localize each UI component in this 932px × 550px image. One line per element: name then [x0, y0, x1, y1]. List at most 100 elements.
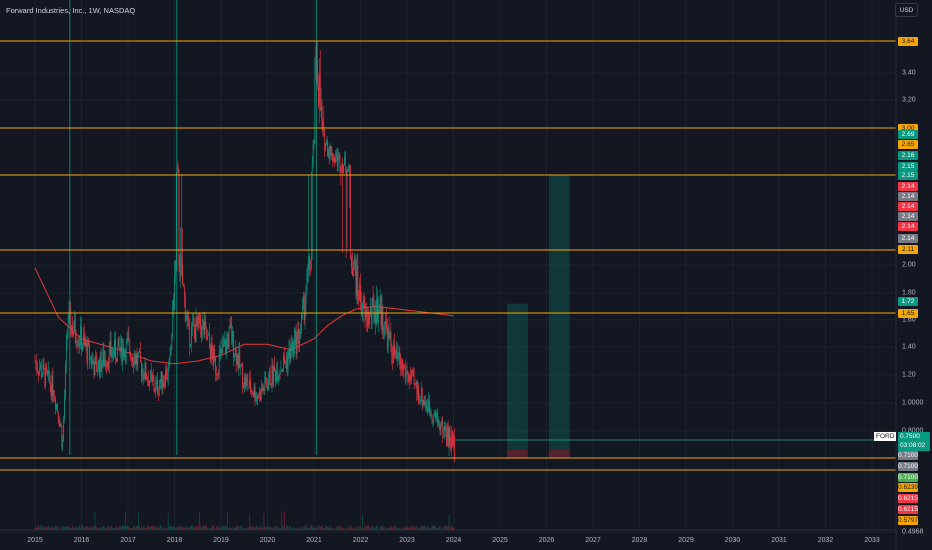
- volume-bar: [435, 526, 436, 530]
- volume-bar: [394, 525, 395, 530]
- candle-body: [159, 382, 161, 386]
- volume-bar: [392, 528, 394, 530]
- candle-body: [277, 377, 279, 382]
- volume-bar: [203, 525, 205, 530]
- volume-bar: [444, 525, 445, 530]
- time-tick: 2029: [678, 537, 694, 544]
- candle-body: [66, 330, 68, 341]
- volume-bar: [40, 528, 42, 530]
- volume-bar: [44, 526, 46, 530]
- candle-body: [186, 316, 188, 320]
- candle-body: [309, 256, 310, 271]
- volume-bar: [51, 526, 53, 530]
- candle-body: [56, 404, 57, 409]
- volume-bar: [73, 528, 75, 530]
- candle-body: [319, 75, 320, 106]
- volume-bar: [53, 526, 55, 530]
- price-tick: 1.40: [902, 343, 916, 351]
- volume-bar: [382, 526, 384, 530]
- volume-bar: [288, 528, 290, 530]
- candle-body: [346, 171, 348, 175]
- candle-body: [220, 348, 222, 352]
- volume-bar: [405, 527, 407, 530]
- volume-bar: [339, 528, 341, 530]
- volume-bar: [157, 526, 158, 530]
- volume-bar: [40, 525, 41, 530]
- candle-body: [198, 315, 199, 324]
- candle-body: [434, 413, 436, 414]
- volume-bar: [248, 527, 250, 530]
- candle-body: [403, 367, 404, 371]
- volume-bar: [415, 528, 417, 530]
- volume-bar: [268, 526, 269, 530]
- volume-bar: [332, 528, 334, 530]
- candle-body: [180, 256, 182, 277]
- volume-bar: [57, 525, 58, 530]
- volume-bar: [91, 528, 93, 530]
- candle-body: [391, 345, 393, 358]
- candle-body: [386, 321, 387, 329]
- candle-body: [266, 382, 267, 387]
- candle-body: [111, 356, 113, 357]
- target-box: [506, 303, 528, 450]
- candle-body: [298, 328, 300, 345]
- volume-bar: [283, 526, 284, 530]
- volume-bar: [424, 526, 426, 530]
- candle-body: [409, 376, 411, 382]
- volume-bar: [371, 525, 373, 530]
- candle-body: [366, 310, 368, 327]
- volume-bar: [375, 528, 377, 530]
- candle-body: [343, 165, 344, 173]
- candle-body: [314, 79, 316, 141]
- candle-body: [294, 330, 296, 339]
- volume-bar: [335, 527, 336, 530]
- candle-body: [445, 429, 447, 446]
- candle-body: [81, 326, 82, 351]
- volume-bar: [428, 525, 429, 530]
- volume-bar: [434, 525, 436, 530]
- volume-bar: [67, 526, 69, 530]
- candle-body: [83, 335, 85, 340]
- candle-body: [183, 284, 184, 288]
- volume-bar: [268, 526, 270, 530]
- volume-bar: [374, 526, 376, 530]
- candle-body: [147, 379, 149, 381]
- candle-body: [406, 372, 408, 375]
- volume-bar: [65, 526, 67, 530]
- volume-bar: [191, 526, 192, 530]
- volume-bar: [189, 528, 191, 530]
- candle-body: [181, 256, 183, 265]
- currency-button[interactable]: USD: [895, 3, 918, 17]
- volume-bar: [147, 525, 149, 530]
- candle-body: [242, 364, 243, 387]
- volume-bar: [69, 526, 71, 530]
- candle-body: [276, 370, 277, 382]
- candle-body: [150, 371, 152, 376]
- volume-bar: [190, 525, 191, 530]
- candle-body: [371, 298, 373, 319]
- candle-body: [38, 371, 39, 375]
- price-badge: 2.14: [898, 221, 918, 231]
- volume-bar: [241, 525, 242, 530]
- candle-body: [197, 315, 199, 327]
- candle-body: [288, 348, 290, 357]
- volume-bar: [60, 528, 62, 530]
- volume-bar: [308, 527, 309, 530]
- volume-bar: [164, 528, 166, 530]
- candle-body: [114, 339, 115, 356]
- volume-bar: [247, 527, 249, 530]
- volume-bar: [169, 525, 171, 530]
- candle-body: [311, 163, 313, 253]
- candle-body: [144, 363, 146, 379]
- candle-body: [327, 141, 328, 157]
- candle-body: [292, 341, 293, 351]
- candle-body: [280, 370, 282, 374]
- candle-body: [187, 316, 189, 318]
- volume-bar: [215, 528, 216, 530]
- candle-body: [440, 425, 442, 430]
- volume-bar: [82, 526, 84, 530]
- candle-body: [437, 412, 438, 423]
- volume-bar: [294, 528, 296, 530]
- candle-body: [418, 386, 419, 402]
